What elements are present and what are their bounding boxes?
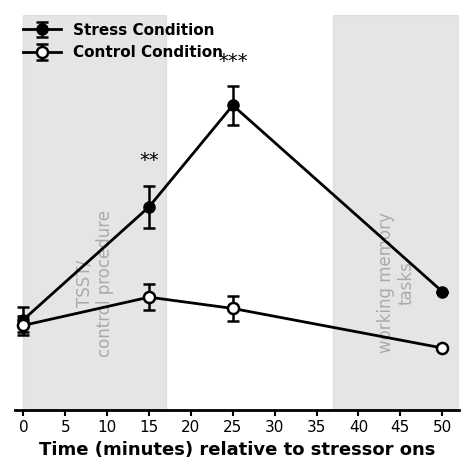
Bar [333, 15, 459, 410]
Text: TSST/
control procedure: TSST/ control procedure [75, 210, 114, 356]
X-axis label: Time (minutes) relative to stressor ons: Time (minutes) relative to stressor ons [39, 441, 435, 459]
Text: working memory
tasks: working memory tasks [377, 213, 416, 354]
Text: **: ** [139, 151, 159, 170]
Bar [23, 15, 166, 410]
Text: ***: *** [218, 53, 247, 72]
Legend: Stress Condition, Control Condition: Stress Condition, Control Condition [23, 23, 223, 60]
